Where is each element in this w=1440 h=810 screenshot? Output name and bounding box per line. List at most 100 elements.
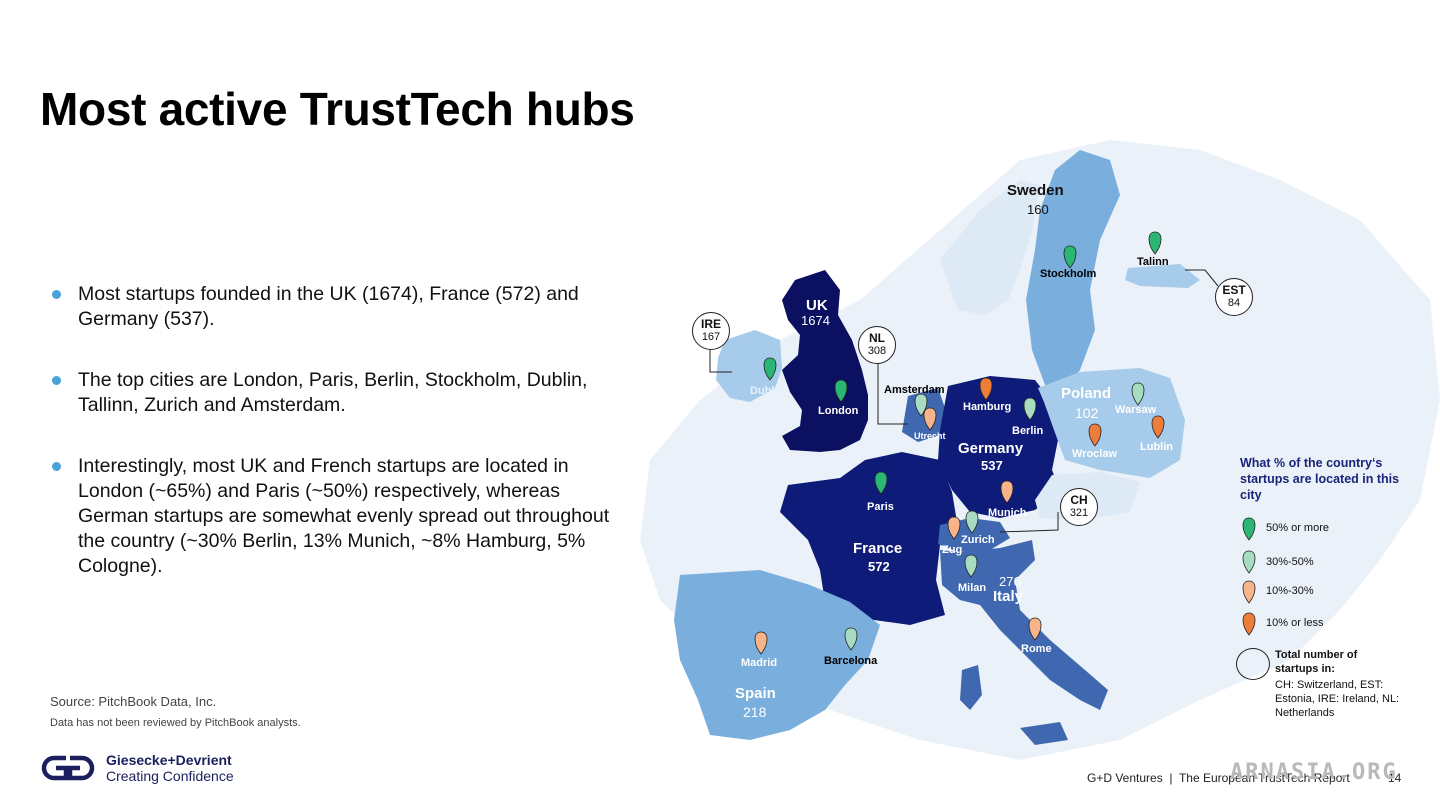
bullet-dot xyxy=(52,290,61,299)
count-italy: 276 xyxy=(999,574,1021,589)
label-spain: Spain xyxy=(735,685,776,702)
bubble-ch-code: CH xyxy=(1070,493,1088,507)
island-sicily xyxy=(1020,722,1068,745)
pin-zug xyxy=(947,516,961,540)
city-munich: Munich xyxy=(988,507,1027,519)
source-text: Source: PitchBook Data, Inc. xyxy=(50,694,217,709)
pin-paris xyxy=(874,471,888,495)
city-madrid: Madrid xyxy=(741,657,778,669)
gd-logo-icon xyxy=(41,755,95,781)
logo-line2: Creating Confidence xyxy=(106,768,234,784)
count-uk: 1674 xyxy=(801,313,830,328)
pin-munich xyxy=(1000,480,1014,504)
city-wroclaw: Wroclaw xyxy=(1072,448,1118,460)
bullet-item: Interestingly, most UK and French startu… xyxy=(52,454,612,579)
pin-talinn xyxy=(1148,231,1162,255)
legend-total-desc: CH: Switzerland, EST: Estonia, IRE: Irel… xyxy=(1275,679,1400,719)
country-netherlands xyxy=(902,388,945,442)
legend-pin-30 xyxy=(1242,550,1256,574)
country-ireland xyxy=(716,330,782,402)
country-sweden xyxy=(1026,150,1120,390)
legend-label: 30%-50% xyxy=(1266,556,1314,568)
page-number: 14 xyxy=(1388,771,1402,785)
legend-title: What % of the country‘s startups are loc… xyxy=(1240,456,1400,502)
pin-rome xyxy=(1028,617,1042,641)
bullet-text: Most startups founded in the UK (1674), … xyxy=(78,283,579,330)
label-uk: UK xyxy=(806,297,828,314)
bubble-ire-count: 167 xyxy=(701,331,721,343)
connector-ire xyxy=(709,350,732,373)
bullet-list: Most startups founded in the UK (1674), … xyxy=(52,282,612,615)
watermark: ARNASIA.ORG xyxy=(1230,760,1398,785)
connector-ch xyxy=(999,512,1059,533)
pin-lublin xyxy=(1151,415,1165,439)
country-norway xyxy=(940,180,1040,315)
page-title: Most active TrustTech hubs xyxy=(40,83,635,135)
connector-est xyxy=(1185,269,1219,287)
count-poland: 102 xyxy=(1075,405,1099,421)
pin-utrecht xyxy=(923,407,937,431)
pin-stockholm xyxy=(1063,245,1077,269)
city-amsterdam: Amsterdam xyxy=(884,384,945,396)
city-milan: Milan xyxy=(958,582,987,594)
total-circle-icon xyxy=(1236,648,1270,680)
label-germany: Germany xyxy=(958,440,1024,457)
bullet-text: Interestingly, most UK and French startu… xyxy=(78,455,610,577)
legend-pin-less xyxy=(1242,612,1256,636)
country-estonia xyxy=(1125,264,1200,288)
label-italy: Italy xyxy=(993,588,1024,605)
city-zug: Zug xyxy=(942,544,963,556)
pin-london xyxy=(834,379,848,403)
count-sweden: 160 xyxy=(1027,202,1049,217)
city-berlin: Berlin xyxy=(1012,425,1044,437)
bubble-ch: CH 321 xyxy=(1060,488,1098,526)
bubble-est-code: EST xyxy=(1222,283,1246,297)
bubble-ire-code: IRE xyxy=(700,317,721,331)
bubble-est: EST 84 xyxy=(1215,278,1253,316)
pin-warsaw xyxy=(1131,382,1145,406)
city-hamburg: Hamburg xyxy=(963,401,1012,413)
footer-text: G+D Ventures | The European TrustTech Re… xyxy=(1087,771,1350,785)
pin-hamburg xyxy=(979,377,993,401)
connector-nl xyxy=(877,352,908,425)
city-barcelona: Barcelona xyxy=(824,655,878,667)
label-france: France xyxy=(853,540,903,557)
country-poland xyxy=(1038,368,1185,478)
city-talinn: Talinn xyxy=(1137,256,1169,268)
bubble-nl-code: NL xyxy=(869,331,885,345)
map-legend: What % of the country‘s startups are loc… xyxy=(1240,455,1420,503)
pin-madrid xyxy=(754,631,768,655)
legend-total-title: Total number of startups in: xyxy=(1275,649,1358,675)
company-logo: Giesecke+Devrient Creating Confidence xyxy=(40,751,260,787)
count-spain: 218 xyxy=(743,704,767,720)
bubble-nl: NL 308 xyxy=(858,326,896,364)
bubble-ire: IRE 167 xyxy=(692,312,730,350)
city-rome: Rome xyxy=(1021,643,1052,655)
pin-milan xyxy=(964,554,978,578)
bubble-ch-count: 321 xyxy=(1069,507,1089,519)
city-stockholm: Stockholm xyxy=(1040,268,1097,280)
bullet-dot xyxy=(52,462,61,471)
legend-pin-10 xyxy=(1242,580,1256,604)
city-zurich: Zurich xyxy=(961,534,995,546)
country-spain xyxy=(674,570,880,740)
pin-berlin xyxy=(1023,397,1037,421)
logo-line1: Giesecke+Devrient xyxy=(106,752,232,768)
pin-dublin xyxy=(763,357,777,381)
island-sardinia xyxy=(960,665,982,710)
country-france xyxy=(780,452,958,625)
pin-barcelona xyxy=(844,627,858,651)
bubble-est-count: 84 xyxy=(1227,297,1241,309)
legend-label: 50% or more xyxy=(1266,522,1329,534)
legend-label: 10%-30% xyxy=(1266,585,1314,597)
legend-pin-50 xyxy=(1242,517,1256,541)
bullet-dot xyxy=(52,376,61,385)
disclaimer-text: Data has not been reviewed by PitchBook … xyxy=(50,717,301,729)
bullet-text: The top cities are London, Paris, Berlin… xyxy=(78,369,588,416)
label-sweden: Sweden xyxy=(1007,182,1064,199)
city-utrecht: Utrecht xyxy=(914,431,946,441)
bullet-item: Most startups founded in the UK (1674), … xyxy=(52,282,612,332)
pin-wroclaw xyxy=(1088,423,1102,447)
city-lublin: Lublin xyxy=(1140,441,1173,453)
city-warsaw: Warsaw xyxy=(1115,404,1157,416)
